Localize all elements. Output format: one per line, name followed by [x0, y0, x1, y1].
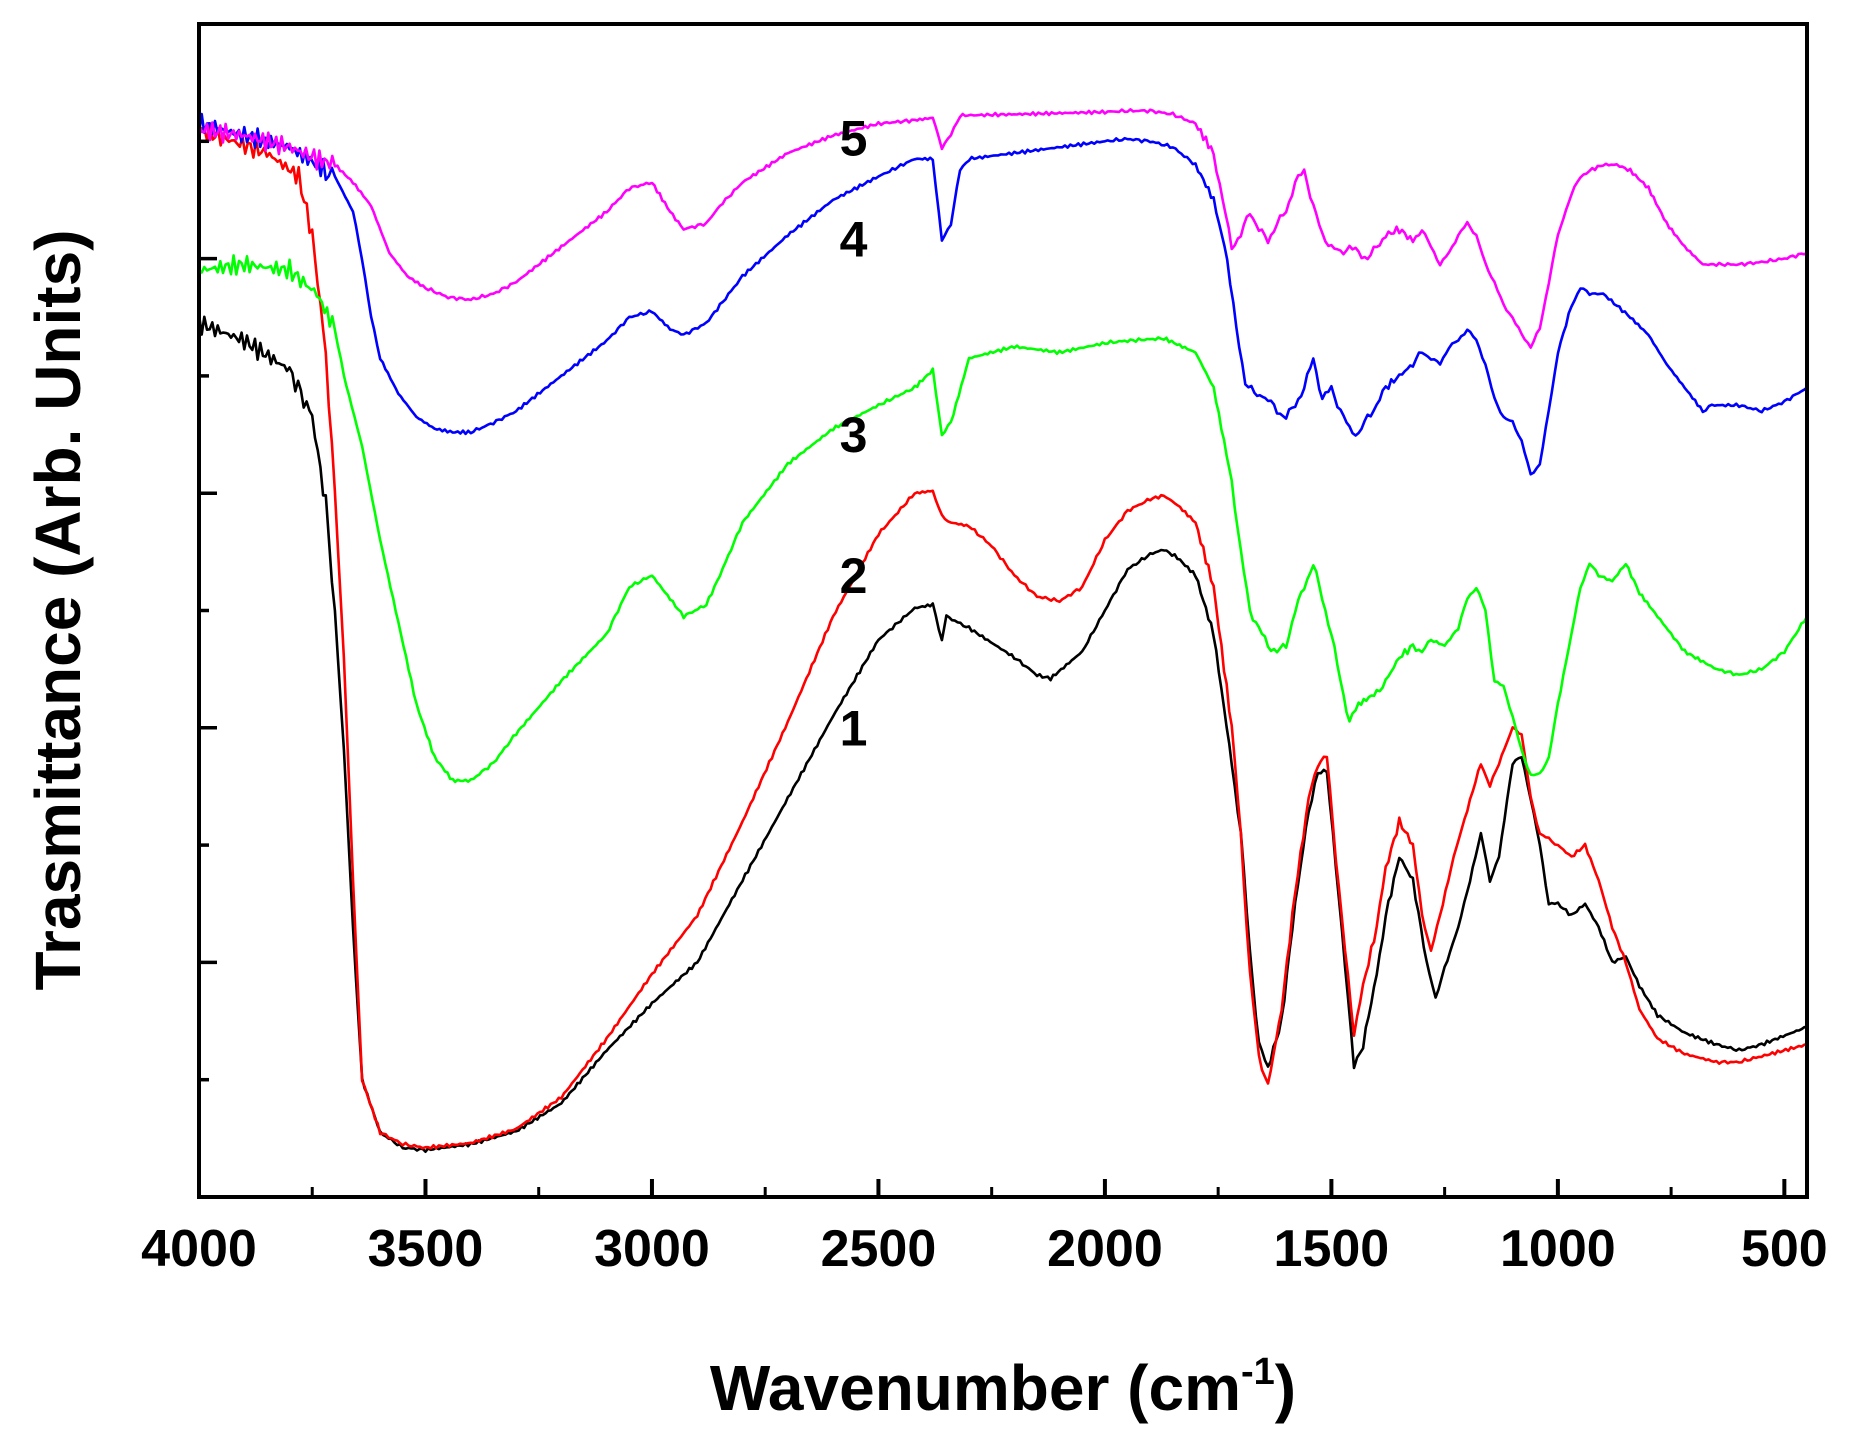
x-tick-label: 3000 — [594, 1220, 710, 1278]
x-tick-label: 1000 — [1500, 1220, 1616, 1278]
x-axis-title-main: Wavenumber (cm — [710, 1352, 1241, 1424]
series-5-line — [197, 108, 1808, 349]
series-4-line — [197, 112, 1808, 476]
x-axis-title: Wavenumber (cm-1) — [710, 1351, 1296, 1424]
series-3-line — [198, 254, 1809, 784]
x-axis-title-superscript: -1 — [1241, 1351, 1275, 1393]
x-axis-title-suffix: ) — [1275, 1352, 1296, 1424]
x-tick-label: 4000 — [141, 1220, 257, 1278]
x-tick-label: 2500 — [821, 1220, 937, 1278]
x-tick-label: 1500 — [1274, 1220, 1390, 1278]
series-2-label: 2 — [840, 548, 868, 604]
label-layer: 1 2 3 4 5 — [840, 110, 868, 756]
y-axis-title: Trasmittance (Arb. Units) — [22, 229, 94, 990]
series-3-label: 3 — [840, 407, 868, 463]
tick-layer: 4000 3500 3000 2500 2000 1500 1000 500 — [141, 139, 1828, 1278]
series-1-line — [197, 314, 1808, 1153]
x-tick-label: 3500 — [368, 1220, 484, 1278]
series-4-label: 4 — [840, 211, 868, 267]
series-1-label: 1 — [840, 700, 868, 756]
series-layer — [197, 108, 1809, 1153]
x-tick-label: 2000 — [1047, 1220, 1163, 1278]
plot-frame — [197, 22, 1809, 1199]
x-tick-label: 500 — [1741, 1220, 1828, 1278]
series-2-line — [197, 122, 1808, 1150]
series-5-label: 5 — [840, 110, 868, 166]
